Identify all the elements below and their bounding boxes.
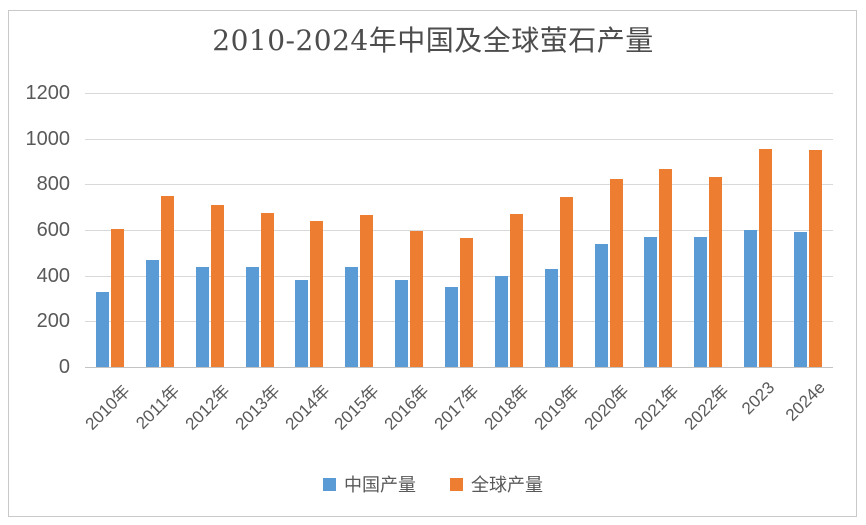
bar-中国产量-2014年 <box>295 280 308 367</box>
y-tick-label-0: 0 <box>58 356 70 378</box>
bar-全球产量-2015年 <box>360 215 373 367</box>
x-tick-label-2015年: 2015年 <box>331 381 384 434</box>
x-tick-label-2010年: 2010年 <box>81 381 134 434</box>
bar-中国产量-2012年 <box>196 267 209 367</box>
legend-label-global: 全球产量 <box>471 475 543 495</box>
bar-中国产量-2017年 <box>445 287 458 367</box>
bar-全球产量-2018年 <box>510 214 523 367</box>
bar-全球产量-2014年 <box>310 221 323 367</box>
y-tick-label-200: 200 <box>36 310 70 332</box>
x-tick-label-2016年: 2016年 <box>380 381 434 434</box>
bar-中国产量-2016年 <box>395 280 408 367</box>
legend-item-china: 中国产量 <box>323 471 416 497</box>
bar-中国产量-2010年 <box>96 292 109 367</box>
bar-全球产量-2019年 <box>560 197 573 367</box>
legend: 中国产量 全球产量 <box>0 471 866 497</box>
x-tick-label-2011年: 2011年 <box>132 381 184 433</box>
bar-全球产量-2010年 <box>111 229 124 367</box>
y-tick-label-1000: 1000 <box>25 128 71 150</box>
x-tick-label-2014年: 2014年 <box>281 381 334 434</box>
x-tick-label-2017年: 2017年 <box>430 381 483 434</box>
legend-swatch-china <box>323 477 336 491</box>
bar-中国产量-2015年 <box>345 267 358 367</box>
chart-title: 2010-2024年中国及全球萤石产量 <box>212 24 654 57</box>
gridline-800 <box>85 184 833 185</box>
x-tick-label-2013年: 2013年 <box>231 381 284 434</box>
legend-label-china: 中国产量 <box>344 475 416 495</box>
bar-中国产量-2023 <box>744 230 757 367</box>
bar-中国产量-2018年 <box>495 276 508 367</box>
bar-全球产量-2023 <box>759 149 772 367</box>
x-axis-line <box>85 367 833 368</box>
bar-中国产量-2020年 <box>595 244 608 367</box>
legend-item-global: 全球产量 <box>450 471 543 497</box>
x-tick-label-2020年: 2020年 <box>580 381 633 434</box>
gridline-400 <box>85 276 833 277</box>
bar-中国产量-2013年 <box>246 267 259 367</box>
y-tick-label-800: 800 <box>36 173 70 195</box>
gridline-1000 <box>85 139 833 140</box>
x-tick-label-2022年: 2022年 <box>680 381 733 434</box>
x-tick-label-2019年: 2019年 <box>530 381 583 434</box>
y-tick-label-600: 600 <box>36 219 70 241</box>
gridline-200 <box>85 321 833 322</box>
y-tick-label-1200: 1200 <box>25 82 71 104</box>
bar-中国产量-2011年 <box>146 260 159 367</box>
x-tick-label-2012年: 2012年 <box>181 381 234 434</box>
gridline-1200 <box>85 93 833 94</box>
bar-全球产量-2012年 <box>211 205 224 367</box>
bar-全球产量-2021年 <box>659 169 672 367</box>
y-tick-label-400: 400 <box>36 265 70 287</box>
bar-全球产量-2024e <box>809 150 822 367</box>
bar-全球产量-2022年 <box>709 177 722 367</box>
x-tick-label-2018年: 2018年 <box>480 381 533 434</box>
x-tick-label-2024e: 2024e <box>781 378 829 425</box>
bar-全球产量-2020年 <box>610 179 623 367</box>
bar-全球产量-2013年 <box>261 213 274 367</box>
legend-swatch-global <box>450 477 463 491</box>
bar-中国产量-2022年 <box>694 237 707 367</box>
bar-全球产量-2017年 <box>460 238 473 367</box>
bar-中国产量-2021年 <box>644 237 657 367</box>
bar-全球产量-2011年 <box>161 196 174 367</box>
x-tick-label-2021年: 2021年 <box>630 381 683 434</box>
bar-中国产量-2024e <box>794 232 807 367</box>
x-tick-label-2023: 2023 <box>738 378 779 419</box>
gridline-600 <box>85 230 833 231</box>
bar-全球产量-2016年 <box>410 231 423 367</box>
bar-中国产量-2019年 <box>545 269 558 367</box>
